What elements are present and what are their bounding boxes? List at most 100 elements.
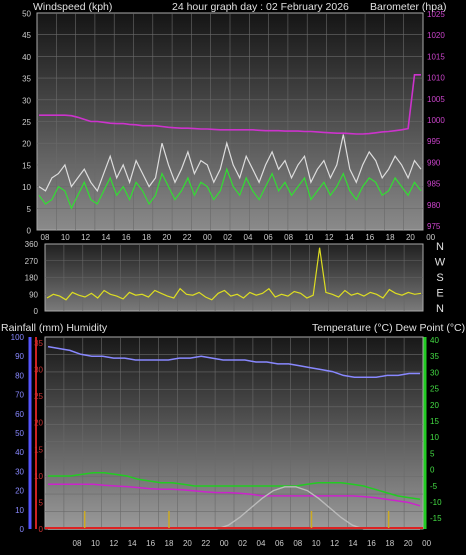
barometer-tick-label: 1000: [427, 116, 445, 125]
time-tick-label: 14: [349, 539, 358, 548]
rain-tick-label: 35: [34, 339, 43, 348]
direction-series: [46, 247, 422, 301]
temperature-tick-label: 20: [430, 401, 439, 410]
temp-dew-title: Temperature (°C) Dew Point (°C): [312, 322, 465, 334]
time-tick-label: 10: [304, 233, 313, 242]
humidity-tick-label: 50: [15, 429, 24, 438]
time-tick-label: 12: [325, 233, 334, 242]
humidity-tick-label: 80: [15, 371, 24, 380]
barometer-tick-label: 990: [427, 158, 441, 167]
time-tick-label: 20: [162, 233, 171, 242]
time-tick-label: 22: [201, 539, 210, 548]
windspeed-tick-label: 25: [22, 118, 31, 127]
time-tick-label: 18: [165, 539, 174, 548]
temperature-tick-label: 10: [430, 433, 439, 442]
direction-tick-label: 0: [34, 307, 39, 316]
humidity-tick-label: 60: [15, 410, 24, 419]
direction-tick-label: 270: [25, 257, 39, 266]
barometer-tick-label: 995: [427, 137, 441, 146]
temperature-tick-label: 5: [430, 449, 435, 458]
temperature-tick-label: 0: [430, 466, 435, 475]
time-tick-label: 10: [61, 233, 70, 242]
rain-humidity-title: Rainfall (mm) Humidity: [1, 322, 108, 334]
humidity-tick-label: 100: [11, 333, 25, 342]
rain-tick-label: 0: [39, 525, 44, 534]
windspeed-tick-label: 45: [22, 31, 31, 40]
compass-letter: E: [436, 288, 443, 300]
time-tick-label: 08: [284, 233, 293, 242]
windspeed-tick-label: 20: [22, 140, 31, 149]
time-tick-label: 14: [101, 233, 110, 242]
time-tick-label: 16: [146, 539, 155, 548]
rain-tick-label: 15: [34, 445, 43, 454]
barometer-tick-label: 975: [427, 222, 441, 231]
temperature-tick-label: -15: [430, 514, 442, 523]
barometer-tick-label: 985: [427, 180, 441, 189]
time-tick-label: 16: [122, 233, 131, 242]
time-tick-label: 06: [264, 233, 273, 242]
time-tick-label: 02: [223, 233, 232, 242]
climate-panel-grid: [45, 337, 423, 529]
time-ticks-bottom: 08 10 12 14 16 18 20 22 00 02 04 06 08 10 12 14 16 18 20 00: [73, 539, 432, 548]
humidity-tick-label: 20: [15, 487, 24, 496]
windspeed-tick-label: 15: [22, 161, 31, 170]
direction-tick-label: 360: [25, 240, 39, 249]
time-tick-label: 12: [109, 539, 118, 548]
time-tick-label: 04: [257, 539, 266, 548]
time-tick-label: 18: [385, 539, 394, 548]
barometer-axis-title: Barometer (hpa): [370, 1, 446, 13]
time-tick-label: 12: [81, 233, 90, 242]
barometer-line: [39, 74, 421, 135]
time-ticks: 08 10 12 14 16 18 20 22 00 02 04 06 08 10 12 14 16 18 20 00: [41, 233, 436, 242]
rain-tick-label: 20: [34, 419, 43, 428]
time-tick-label: 00: [422, 539, 431, 548]
barometer-tick-label: 1020: [427, 31, 445, 40]
temperature-tick-label: -10: [430, 498, 442, 507]
temperature-line: [48, 471, 421, 500]
temperature-tick-label: 15: [430, 417, 439, 426]
temperature-tick-label: 35: [430, 352, 439, 361]
windspeed-tick-label: 5: [27, 205, 32, 214]
rain-ticks: 35 30 25 20 15 10 5 0: [34, 339, 43, 534]
time-tick-label: 14: [128, 539, 137, 548]
windspeed-tick-label: 50: [22, 10, 31, 19]
temperature-tick-label: 25: [430, 385, 439, 394]
windspeed-tick-label: 40: [22, 53, 31, 62]
wind-gust-line: [38, 134, 422, 193]
time-tick-label: 16: [365, 233, 374, 242]
humidity-tick-label: 90: [15, 352, 24, 361]
humidity-tick-label: 30: [15, 467, 24, 476]
humidity-tick-label: 10: [15, 506, 24, 515]
wind-direction-line: [46, 247, 422, 301]
windspeed-tick-label: 35: [22, 75, 31, 84]
barometer-tick-label: 980: [427, 201, 441, 210]
compass-letter: S: [436, 272, 443, 284]
rain-tick-label: 30: [34, 366, 43, 375]
time-tick-label: 00: [220, 539, 229, 548]
time-tick-label: 08: [41, 233, 50, 242]
wind-series: [38, 74, 422, 210]
barometer-tick-label: 1015: [427, 52, 445, 61]
climate-series: [45, 345, 423, 530]
time-tick-label: 02: [238, 539, 247, 548]
dew-point-line: [48, 483, 421, 507]
barometer-tick-label: 1025: [427, 10, 445, 19]
chart-title: 24 hour graph day : 02 February 2026: [172, 1, 349, 13]
compass-letter: N: [436, 303, 444, 315]
direction-tick-label: 90: [29, 290, 38, 299]
humidity-line: [47, 345, 420, 379]
time-tick-label: 00: [426, 233, 435, 242]
compass-letter: N: [436, 241, 444, 253]
compass-letter: W: [435, 257, 446, 269]
direction-tick-label: 180: [25, 274, 39, 283]
time-tick-label: 00: [203, 233, 212, 242]
temperature-tick-label: 40: [430, 336, 439, 345]
temperature-tick-label: 30: [430, 368, 439, 377]
time-tick-label: 06: [275, 539, 284, 548]
time-tick-label: 14: [345, 233, 354, 242]
windspeed-tick-label: 0: [27, 227, 32, 236]
windspeed-tick-label: 30: [22, 96, 31, 105]
